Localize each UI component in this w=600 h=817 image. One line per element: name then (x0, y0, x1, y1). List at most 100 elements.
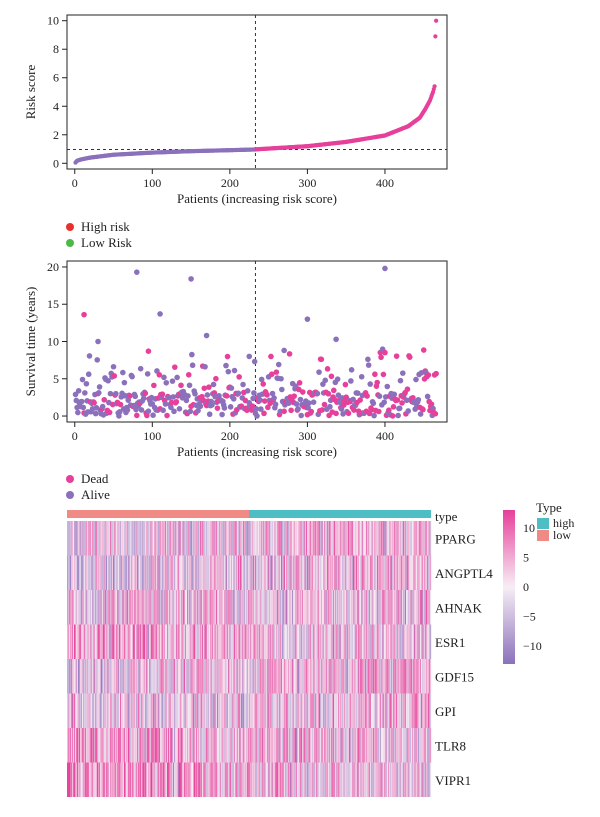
heatmap-cell (298, 624, 300, 659)
heatmap-cell (81, 521, 83, 556)
heatmap-cell (237, 728, 239, 763)
heatmap-cell (205, 693, 207, 728)
heatmap-cell (238, 659, 240, 694)
heatmap-cell (422, 590, 424, 625)
heatmap-cell (192, 659, 194, 694)
heatmap-cell (295, 728, 297, 763)
heatmap-cell (322, 590, 324, 625)
heatmap-cell (336, 693, 338, 728)
heatmap-cell (259, 521, 261, 556)
heatmap-cell (294, 693, 296, 728)
heatmap-cell (141, 762, 143, 797)
heatmap-cell (166, 728, 168, 763)
heatmap-cell (119, 590, 121, 625)
heatmap-cell (316, 659, 318, 694)
heatmap-cell (195, 555, 197, 590)
heatmap-cell (74, 762, 76, 797)
survival-point (324, 366, 331, 372)
heatmap-cell (373, 762, 375, 797)
survival-point (192, 390, 198, 397)
heatmap-cell (338, 728, 339, 763)
heatmap-cell (273, 624, 275, 659)
heatmap-cell (347, 590, 349, 625)
heatmap-cell (123, 590, 125, 625)
heatmap-cell (168, 521, 170, 556)
heatmap-cell (201, 762, 203, 797)
heatmap-cell (385, 693, 387, 728)
heatmap-cell (171, 555, 173, 590)
heatmap-cell (320, 590, 322, 625)
heatmap-cell (331, 762, 333, 797)
heatmap-cell (211, 624, 213, 659)
heatmap-cell (404, 590, 406, 625)
heatmap-cell (206, 624, 208, 659)
heatmap-cell (132, 624, 134, 659)
heatmap-cell (182, 521, 184, 556)
heatmap-cell (258, 693, 260, 728)
survival-point (110, 363, 117, 370)
heatmap-cell (373, 624, 375, 659)
heatmap-cell (394, 728, 396, 763)
heatmap-cell (104, 521, 106, 556)
heatmap-cell (382, 659, 384, 694)
heatmap-cell (97, 728, 99, 763)
heatmap-cell (164, 659, 166, 694)
heatmap-cell (427, 728, 429, 763)
heatmap-cell (348, 728, 350, 763)
heatmap-cell (262, 590, 264, 625)
heatmap-cell (106, 555, 107, 590)
heatmap-cell (354, 521, 356, 556)
heatmap-cell (300, 762, 302, 797)
heatmap-cell (373, 762, 375, 797)
survival-point (197, 403, 204, 410)
survival-point (291, 393, 298, 399)
heatmap-cell (329, 659, 331, 694)
heatmap-cell (279, 555, 281, 590)
heatmap-cell (316, 728, 318, 763)
heatmap-cell (116, 555, 118, 590)
heatmap-cell (320, 693, 322, 728)
heatmap-cell (249, 521, 251, 556)
heatmap-cell (194, 693, 196, 728)
heatmap-cell (95, 693, 97, 728)
expression-heatmap: typePPARGANGPTL4AHNAKESR1GDF15GPITLR8VIP… (67, 500, 574, 797)
heatmap-cell (341, 693, 343, 728)
heatmap-cell (195, 521, 197, 556)
heatmap-cell (429, 659, 431, 694)
heatmap-cell (385, 590, 387, 625)
heatmap-cell (124, 693, 125, 728)
survival-point (106, 409, 113, 416)
heatmap-cell (295, 590, 297, 625)
heatmap-cell (312, 762, 314, 797)
heatmap-cell (209, 555, 211, 590)
heatmap-cell (231, 659, 233, 694)
heatmap-cell (188, 555, 190, 590)
heatmap-cell (255, 762, 257, 797)
heatmap-cell (395, 762, 397, 797)
heatmap-cell (124, 555, 125, 590)
heatmap-cell (111, 590, 113, 625)
heatmap-cell (249, 555, 251, 590)
heatmap-cell (335, 624, 337, 659)
heatmap-cell (356, 693, 358, 728)
heatmap-cell (365, 590, 367, 625)
heatmap-cell (220, 693, 222, 728)
heatmap-cell (74, 521, 75, 556)
heatmap-cell (381, 762, 382, 797)
heatmap-cell (277, 659, 279, 694)
heatmap-cell (334, 521, 336, 556)
survival-point (269, 390, 276, 397)
heatmap-cell (398, 693, 400, 728)
heatmap-cell (302, 590, 304, 625)
heatmap-cell (292, 659, 294, 694)
heatmap-cell (285, 659, 287, 694)
heatmap-cell (156, 624, 157, 659)
survival-point (305, 405, 311, 411)
heatmap-cell (256, 693, 258, 728)
heatmap-cell (112, 693, 114, 728)
heatmap-cell (351, 624, 353, 659)
heatmap-cell (77, 693, 79, 728)
heatmap-cell (239, 762, 241, 797)
heatmap-cell (112, 659, 114, 694)
heatmap-cell (339, 590, 341, 625)
